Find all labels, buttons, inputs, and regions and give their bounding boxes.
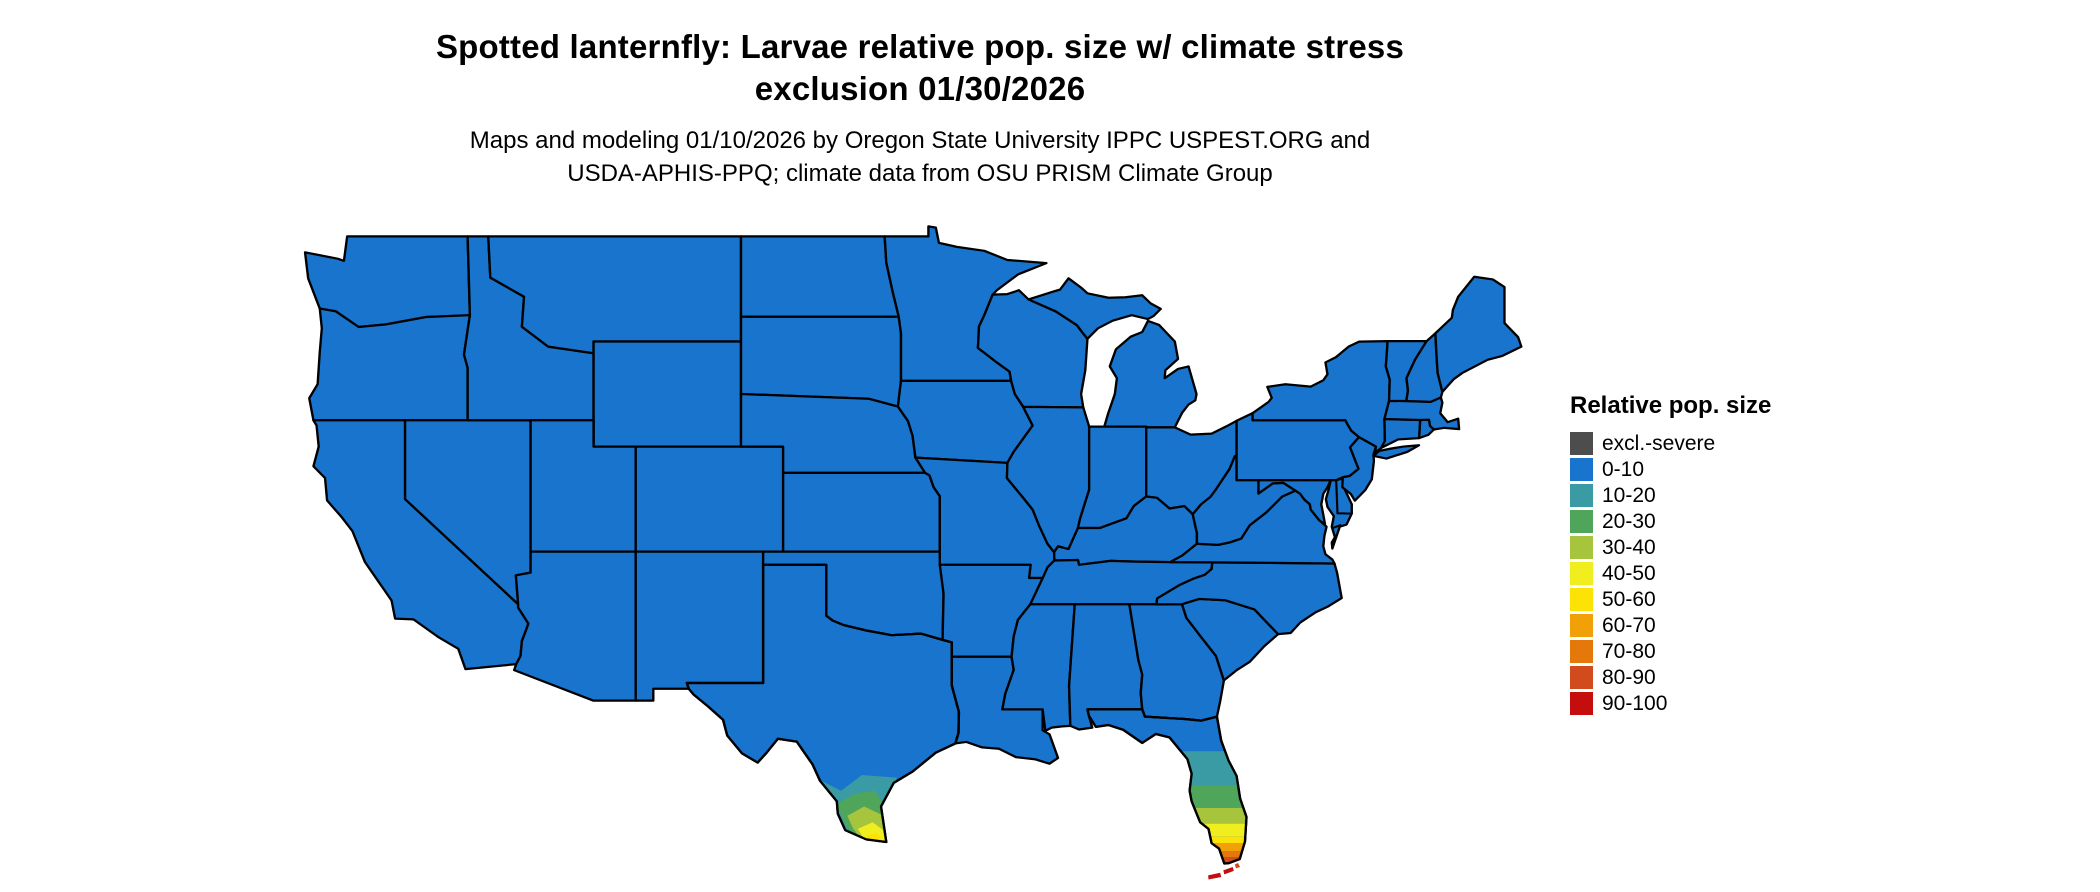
figure-title-line-2: exclusion 01/30/2026 <box>754 70 1086 107</box>
state-up <box>1027 277 1162 340</box>
legend-swatch <box>1570 458 1593 481</box>
legend-swatch <box>1570 692 1593 715</box>
legend-swatch <box>1570 536 1593 559</box>
state-pa <box>1235 412 1361 482</box>
state-nc <box>1155 561 1343 636</box>
state-wy <box>592 340 743 448</box>
state-li <box>1372 444 1421 460</box>
hotspot-southern-texas <box>790 739 897 843</box>
figure-subtitle-line-1: Maps and modeling 01/10/2026 by Oregon S… <box>469 127 1371 154</box>
legend-item: 40-50 <box>1570 562 1771 585</box>
state-nm <box>634 550 765 702</box>
state-mi <box>1103 319 1198 429</box>
legend-item-label: excl.-severe <box>1602 431 1716 455</box>
figure-title-line-1: Spotted lanternfly: Larvae relative pop.… <box>435 28 1405 65</box>
legend-item-label: 20-30 <box>1602 509 1656 533</box>
legend-swatch <box>1570 432 1593 455</box>
legend-item-label: 40-50 <box>1602 561 1656 585</box>
legend-swatch <box>1570 510 1593 533</box>
legend-item-label: 60-70 <box>1602 613 1656 637</box>
figure-header: Spotted lanternfly: Larvae relative pop.… <box>0 26 1840 190</box>
legend-item: 60-70 <box>1570 614 1771 637</box>
legend-swatch <box>1570 484 1593 507</box>
legend-item: excl.-severe <box>1570 432 1771 455</box>
legend-item-label: 0-10 <box>1602 457 1645 481</box>
legend-item: 80-90 <box>1570 666 1771 689</box>
legend-item: 20-30 <box>1570 510 1771 533</box>
state-az <box>512 550 637 702</box>
state-or <box>308 307 472 422</box>
legend-swatch <box>1570 562 1593 585</box>
legend-item-label: 50-60 <box>1602 587 1656 611</box>
legend-item: 30-40 <box>1570 536 1771 559</box>
legend-item: 0-10 <box>1570 458 1771 481</box>
legend-item: 90-100 <box>1570 692 1771 715</box>
state-co <box>634 445 785 553</box>
legend-item: 70-80 <box>1570 640 1771 663</box>
state-ks <box>781 471 941 553</box>
legend-title: Relative pop. size <box>1570 392 1772 419</box>
figure-subtitle-line-2: USDA-APHIS-PPQ; climate data from OSU PR… <box>567 160 1273 187</box>
state-sd <box>739 315 903 408</box>
legend-item: 10-20 <box>1570 484 1771 507</box>
state-ia <box>896 379 1034 464</box>
state-nd <box>739 235 900 318</box>
hotspot-southern-florida <box>1156 751 1247 864</box>
legend-item-label: 10-20 <box>1602 483 1656 507</box>
us-map <box>303 225 1523 880</box>
legend-swatch <box>1570 640 1593 663</box>
legend-items: excl.-severe 0-10 10-20 20-30 30-40 40-50 50-6… <box>1570 432 1771 715</box>
florida-keys <box>1208 863 1241 880</box>
legend-swatch <box>1570 666 1593 689</box>
legend: Relative pop. size excl.-severe 0-10 10-20… <box>1570 392 1771 718</box>
state-me <box>1434 275 1523 393</box>
legend-item-label: 70-80 <box>1602 639 1656 663</box>
state-ct <box>1380 417 1422 450</box>
legend-item-label: 80-90 <box>1602 665 1656 689</box>
legend-item: 50-60 <box>1570 588 1771 611</box>
state-md <box>1257 479 1332 526</box>
states-layer <box>303 225 1523 865</box>
legend-item-label: 90-100 <box>1602 691 1668 715</box>
legend-item-label: 30-40 <box>1602 535 1656 559</box>
legend-swatch <box>1570 614 1593 637</box>
legend-swatch <box>1570 588 1593 611</box>
